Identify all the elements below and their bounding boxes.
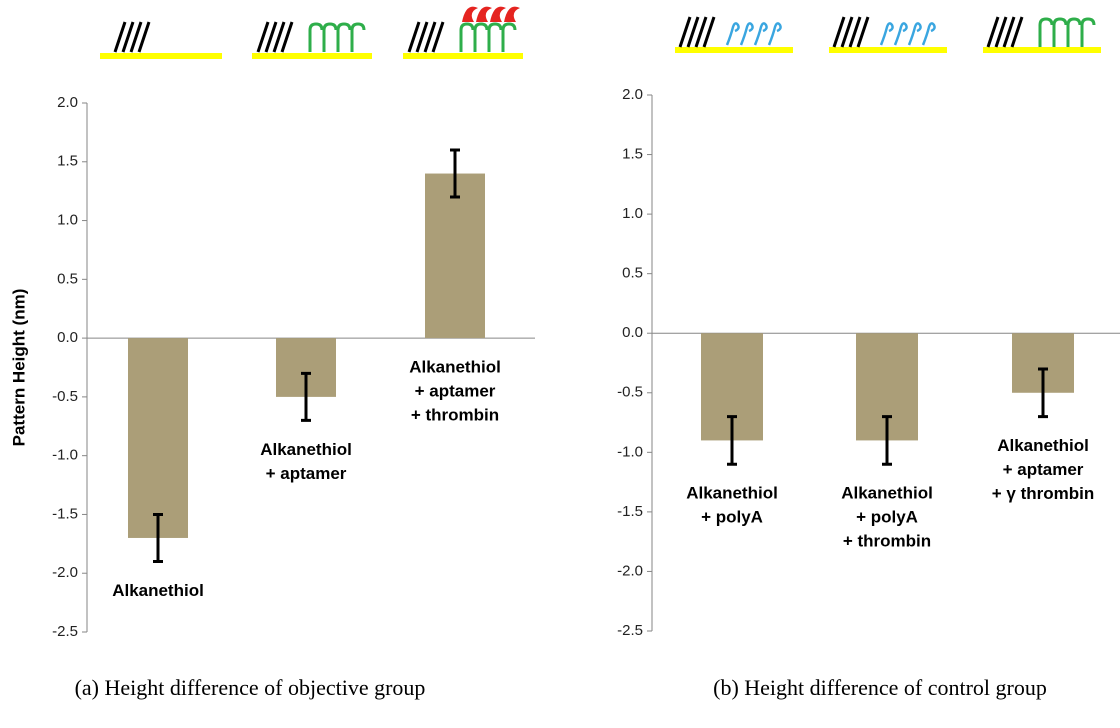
y-tick-label: -0.5 [52, 388, 78, 405]
y-tick-label: 1.0 [622, 205, 643, 222]
category-label: + thrombin [411, 406, 499, 425]
category-label: Alkanethiol [997, 436, 1089, 455]
y-tick-label: -1.0 [52, 447, 78, 464]
y-tick-label: 1.0 [57, 212, 78, 229]
y-tick-label: -2.0 [52, 564, 78, 581]
figure: -2.5 -2.0 -1.5 -1.0 -0.5 0.0 0.5 1.0 1.5 2.0 Alkan… [0, 0, 1120, 723]
y-tick-label: -2.0 [617, 562, 643, 579]
y-tick-label: -2.5 [52, 623, 78, 640]
category-label: Alkanethiol [260, 440, 352, 459]
category-label: Alkanethiol [841, 484, 933, 503]
y-tick-label: -0.5 [617, 384, 643, 401]
chart-panel: -2.5 -2.0 -1.5 -1.0 -0.5 0.0 0.5 1.0 1.5 2.0 Alkan… [9, 94, 535, 700]
category-label: Alkanethiol [686, 484, 778, 503]
category-label: + thrombin [843, 532, 931, 551]
schematic-icons [100, 7, 1101, 59]
category-label: + polyA [701, 508, 763, 527]
y-tick-label: 2.0 [57, 94, 78, 111]
bar [128, 338, 188, 538]
y-tick-label: 0.0 [57, 329, 78, 346]
y-tick-label: 0.5 [57, 270, 78, 287]
y-tick-label: -1.5 [617, 503, 643, 520]
y-tick-label: 1.5 [57, 153, 78, 170]
y-tick-label: -1.5 [52, 505, 78, 522]
category-label: Alkanethiol [112, 581, 204, 600]
caption: (b) Height difference of control group [713, 675, 1047, 700]
category-label: + polyA [856, 508, 918, 527]
y-tick-label: 0.0 [622, 324, 643, 341]
category-label: Alkanethiol [409, 358, 501, 377]
y-tick-label: -1.0 [617, 443, 643, 460]
y-tick-label: 1.5 [622, 146, 643, 163]
y-axis-title: Pattern Height (nm) [9, 289, 28, 447]
y-tick-label: 0.5 [622, 265, 643, 282]
caption: (a) Height difference of objective group [75, 675, 426, 700]
y-tick-label: 2.0 [622, 86, 643, 103]
chart-panel: -2.5 -2.0 -1.5 -1.0 -0.5 0.0 0.5 1.0 1.5 2.0 Alkan… [617, 86, 1120, 700]
y-tick-label: -2.5 [617, 622, 643, 639]
category-label: + aptamer [415, 382, 496, 401]
category-label: + aptamer [266, 464, 347, 483]
category-label: + aptamer [1003, 460, 1084, 479]
category-label: + γ thrombin [992, 484, 1094, 503]
